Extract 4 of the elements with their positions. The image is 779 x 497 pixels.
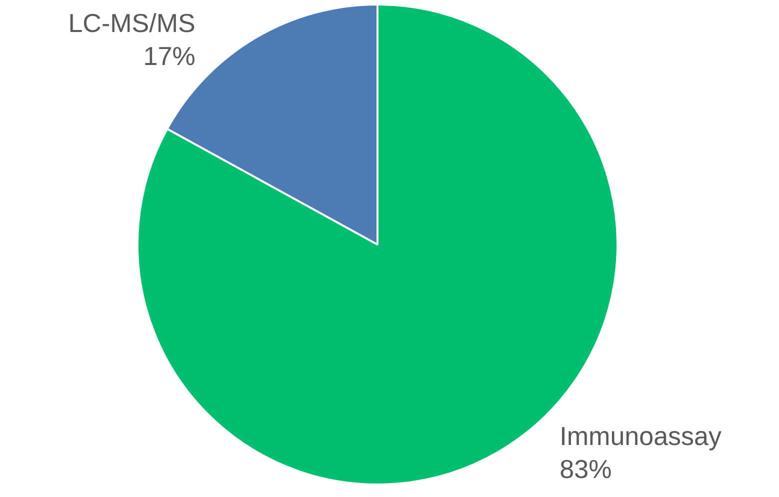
data-label: 17%: [143, 40, 196, 71]
slice-label: LC-MS/MS: [68, 8, 196, 38]
data-label: 83%: [560, 454, 612, 484]
slice-label: Immunoassay: [560, 421, 722, 452]
